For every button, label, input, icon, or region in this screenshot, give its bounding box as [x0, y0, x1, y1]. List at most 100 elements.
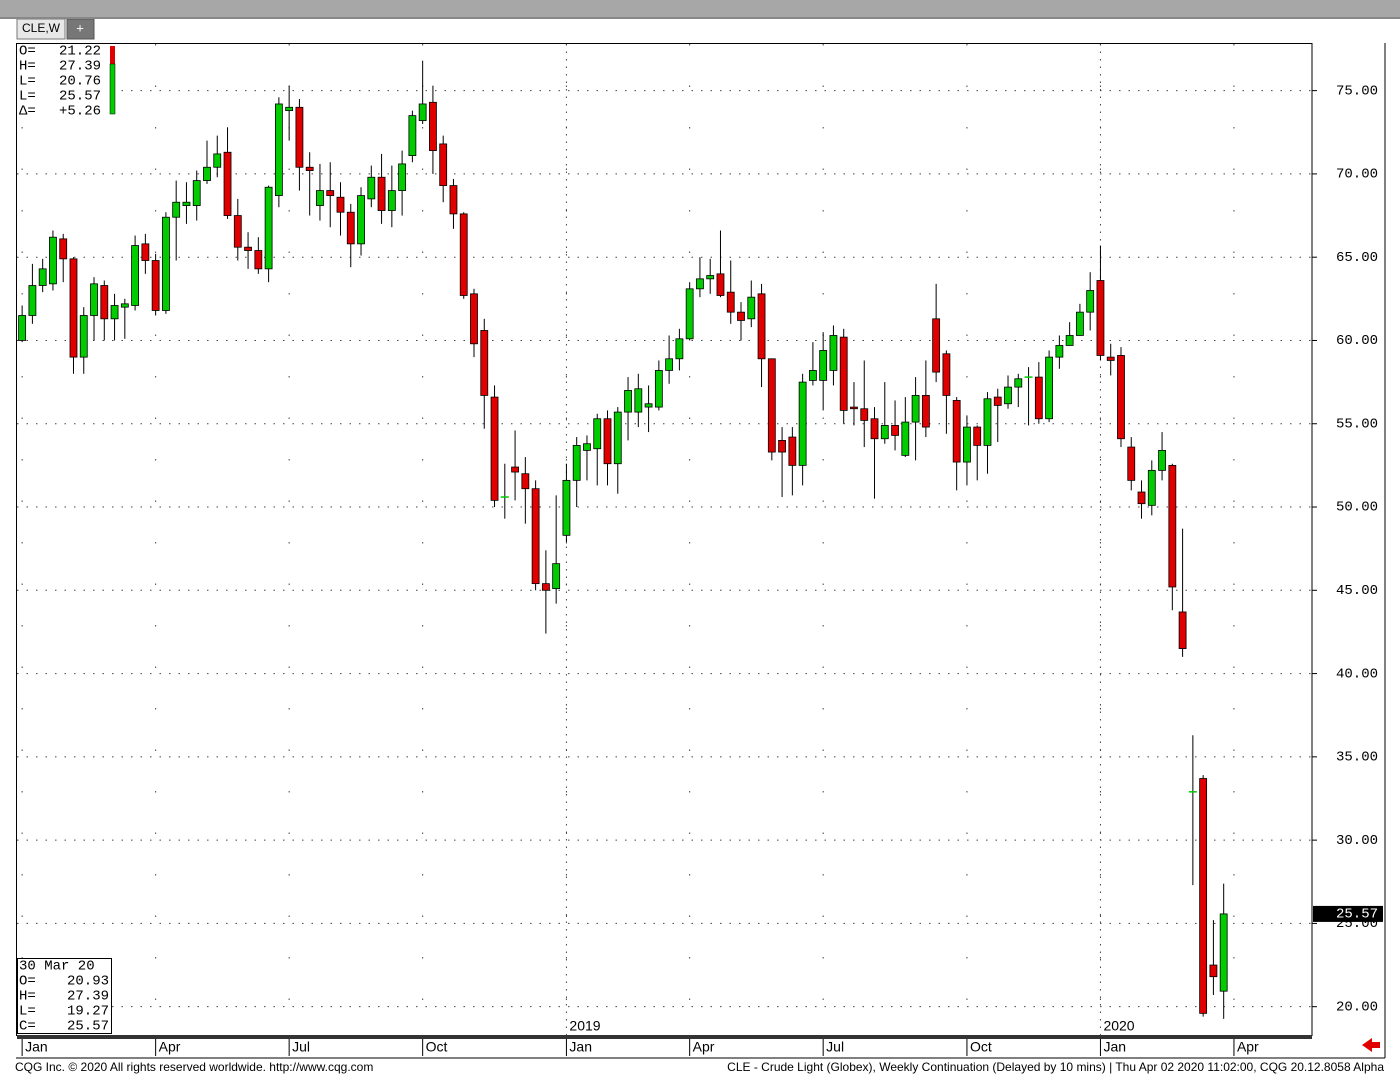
- candle-body: [480, 330, 489, 396]
- candle-body: [326, 190, 335, 196]
- candle-body: [264, 186, 273, 270]
- candle-body: [716, 273, 725, 296]
- candle-body: [18, 315, 27, 341]
- info-bar-red: [110, 46, 115, 64]
- candle-body: [1158, 449, 1166, 471]
- y-tick-label: 20.00: [1336, 999, 1378, 1015]
- bar-value: 27.39: [67, 989, 109, 1005]
- candle-body: [850, 406, 858, 410]
- candle-body: [1117, 355, 1125, 440]
- candle-body: [398, 163, 407, 191]
- candle-body: [644, 403, 653, 408]
- candle-body: [223, 151, 232, 216]
- info-bar-green: [109, 63, 116, 115]
- y-tick-label: 65.00: [1336, 250, 1378, 266]
- candle-body: [192, 180, 201, 206]
- candle-body: [952, 400, 961, 463]
- x-tick-label: Jan: [1103, 1039, 1126, 1055]
- candle-body: [59, 238, 68, 260]
- candle-body: [69, 258, 78, 358]
- candle-body: [1096, 280, 1105, 356]
- info-value: 25.57: [59, 89, 101, 105]
- candle-body: [336, 196, 345, 213]
- x-tick-label: Jan: [25, 1039, 48, 1055]
- candle-body: [357, 195, 365, 245]
- candle-body: [162, 216, 170, 311]
- candle-body: [1034, 376, 1043, 420]
- candle-body: [429, 101, 437, 151]
- bar-date: 30 Mar 20: [19, 959, 95, 975]
- candle-body: [963, 426, 971, 463]
- candle-body: [1147, 469, 1156, 506]
- candle-body: [274, 103, 283, 196]
- bar-key: L=: [19, 1004, 36, 1020]
- candle-body: [1045, 356, 1053, 420]
- candle-body: [654, 370, 663, 408]
- candle-body: [942, 353, 951, 396]
- candle-body: [28, 285, 37, 316]
- y-tick-label: 45.00: [1336, 583, 1378, 599]
- candle-body: [593, 418, 602, 450]
- bar-key: C=: [19, 1019, 36, 1035]
- candle-body: [1168, 464, 1177, 588]
- candle-body: [49, 236, 57, 285]
- candle-body: [90, 283, 98, 316]
- x-tick-label: Apr: [693, 1039, 715, 1055]
- bar-key: O=: [19, 974, 36, 990]
- info-box: [17, 44, 109, 117]
- candle-body: [880, 425, 889, 440]
- bar-value: 25.57: [67, 1019, 109, 1035]
- candle-body: [244, 246, 252, 251]
- tab-line: [0, 17, 1400, 19]
- candle-body: [531, 488, 540, 585]
- candle-body: [870, 418, 879, 440]
- candle-body: [706, 275, 715, 280]
- candle-body: [1209, 964, 1218, 978]
- candle-body: [449, 185, 458, 215]
- candle-body: [675, 338, 684, 360]
- candle-body: [110, 305, 119, 320]
- candle-body: [1004, 386, 1012, 405]
- candle-body: [932, 318, 941, 373]
- candle-body: [839, 336, 848, 411]
- y-tick-label: 55.00: [1336, 416, 1378, 432]
- candle-body: [901, 421, 910, 456]
- candle-body: [470, 293, 478, 345]
- candle-body: [367, 176, 376, 200]
- candle-body: [1065, 335, 1074, 346]
- candle-body: [182, 201, 191, 206]
- candle-body: [439, 143, 448, 186]
- candle-body: [665, 358, 674, 371]
- candle-body: [213, 153, 222, 168]
- candle-body: [603, 418, 612, 465]
- info-key: Δ=: [19, 104, 36, 120]
- candle-body: [408, 115, 417, 156]
- candle-body: [233, 215, 242, 248]
- candle-body: [685, 288, 694, 340]
- y-tick-label: 75.00: [1336, 83, 1378, 99]
- candle-body: [120, 303, 129, 308]
- candle-body: [346, 211, 355, 245]
- y-tick-label: 60.00: [1336, 333, 1378, 349]
- candle-body: [1086, 290, 1095, 313]
- candle-body: [459, 213, 468, 296]
- x-tick-label: Oct: [426, 1039, 448, 1055]
- bar-value: 19.27: [67, 1004, 109, 1020]
- tab-add-label: +: [76, 20, 84, 35]
- candle-body: [131, 245, 140, 306]
- candle-body: [552, 563, 561, 590]
- x-tick-label: Jul: [826, 1039, 844, 1055]
- candle-body: [1014, 378, 1023, 388]
- candle-body: [387, 190, 396, 211]
- candle-body: [521, 473, 530, 490]
- candle-body: [100, 285, 109, 320]
- candle-body: [490, 396, 499, 501]
- y-tick-label: 40.00: [1336, 666, 1378, 682]
- scroll-arrow[interactable]: [1362, 1038, 1380, 1052]
- candle-body: [38, 268, 47, 286]
- candle-body: [418, 103, 427, 122]
- candle-body: [798, 381, 807, 466]
- info-key: L=: [19, 74, 36, 90]
